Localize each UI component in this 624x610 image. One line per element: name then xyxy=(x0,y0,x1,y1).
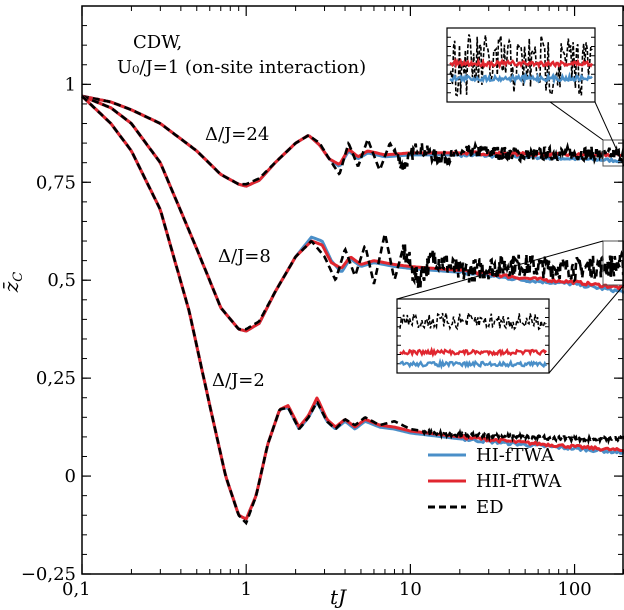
inset-top-zoom-box xyxy=(602,139,624,167)
inset-mid-line xyxy=(399,346,547,358)
annotation-interaction: U₀/J=1 (on-site interaction) xyxy=(117,57,366,78)
x-tick-label: 1 xyxy=(240,579,251,600)
inset-mid-connector xyxy=(548,284,624,374)
inset-layer xyxy=(396,27,624,374)
y-tick-label: 0,5 xyxy=(47,270,76,291)
y-tick-label: 0,25 xyxy=(36,368,76,389)
annotation-delta8: Δ/J=8 xyxy=(218,246,271,267)
y-tick-label: 0 xyxy=(65,466,76,487)
inset-mid-line xyxy=(399,357,548,370)
series-ed-1 xyxy=(81,94,624,331)
annotation-delta24: Δ/J=24 xyxy=(205,124,269,145)
x-axis-title: tJ xyxy=(330,585,347,609)
axes-frame xyxy=(81,5,624,575)
x-tick-label: 10 xyxy=(399,579,422,600)
legend-label: ED xyxy=(476,497,504,518)
y-axis-title: z̄C xyxy=(0,272,26,294)
legend-label: HI-fTWA xyxy=(476,445,555,466)
series-layer xyxy=(80,94,624,526)
legend-label: HII-fTWA xyxy=(476,471,562,492)
y-tick-label: 0,75 xyxy=(36,172,76,193)
inset-top-line xyxy=(449,71,593,85)
inset-top-line xyxy=(449,34,593,97)
inset-top-connector xyxy=(594,101,624,167)
annotation-cdw: CDW, xyxy=(133,32,182,53)
series-hii-2 xyxy=(80,95,624,521)
x-tick-label: 0,1 xyxy=(62,579,91,600)
legend: HI-fTWA HII-fTWA ED xyxy=(428,445,562,518)
x-tick-label: 100 xyxy=(557,579,591,600)
inset-mid-connector xyxy=(396,240,604,300)
series-ed-0 xyxy=(81,94,624,186)
y-tick-label: −0,25 xyxy=(21,564,76,585)
annotation-delta2: Δ/J=2 xyxy=(212,370,265,391)
axes-layer: −0,25 0 0,25 0,5 0,75 1 0,1 1 10 100 xyxy=(21,5,624,600)
series-ed-2 xyxy=(81,95,624,526)
inset-mid-line xyxy=(399,310,547,331)
inset-top-line xyxy=(449,57,594,70)
y-tick-label: 1 xyxy=(65,74,76,95)
inset-mid-zoom-box xyxy=(602,240,624,286)
svg-text:z̄C: z̄C xyxy=(0,272,26,294)
